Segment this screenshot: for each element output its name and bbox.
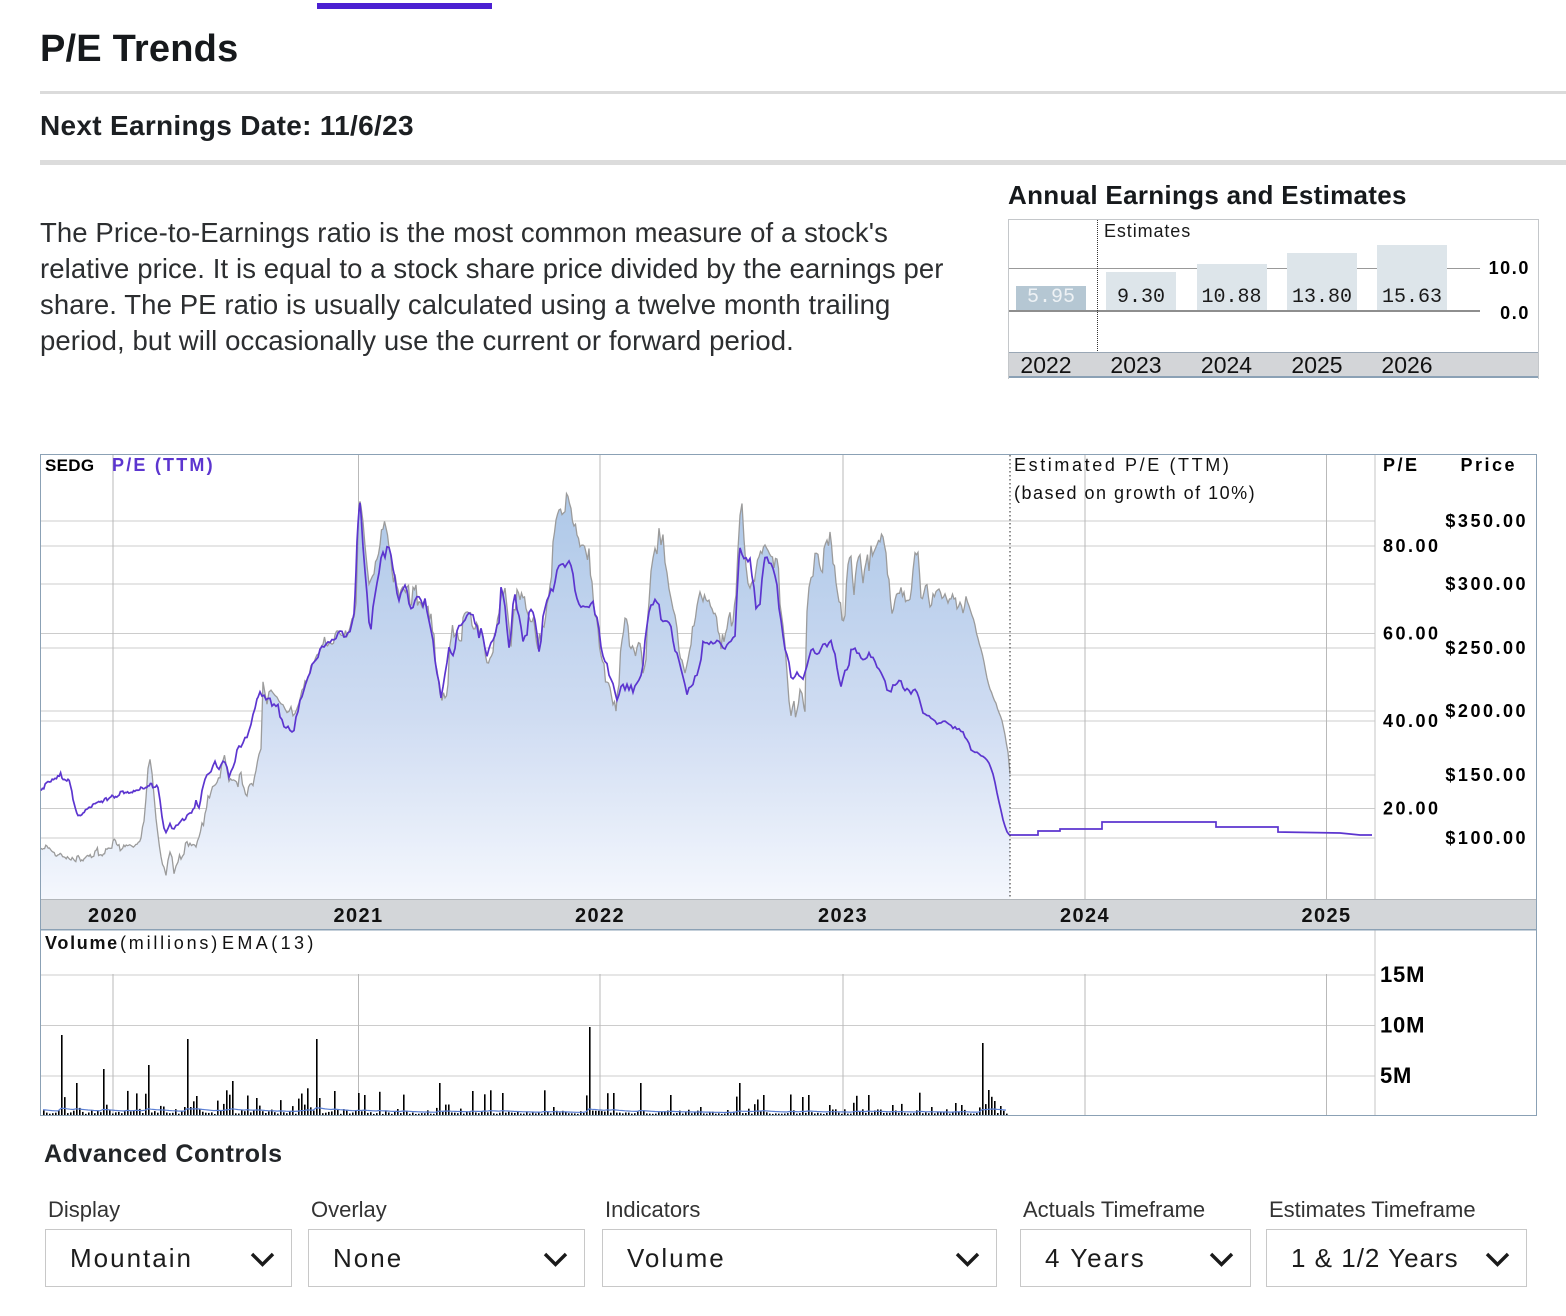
- svg-text:60.00: 60.00: [1383, 624, 1441, 644]
- svg-text:80.00: 80.00: [1383, 536, 1441, 556]
- svg-text:Estimated P/E (TTM): Estimated P/E (TTM): [1014, 455, 1231, 475]
- svg-text:20.00: 20.00: [1383, 799, 1441, 819]
- svg-text:2025: 2025: [1301, 905, 1351, 927]
- svg-text:EMA(13): EMA(13): [222, 933, 317, 953]
- svg-text:$150.00: $150.00: [1445, 765, 1528, 785]
- svg-text:10M: 10M: [1380, 1013, 1425, 1038]
- svg-text:2024: 2024: [1060, 905, 1110, 927]
- svg-text:P/E (TTM): P/E (TTM): [112, 455, 215, 475]
- svg-text:$200.00: $200.00: [1445, 701, 1528, 721]
- svg-text:40.00: 40.00: [1383, 711, 1441, 731]
- svg-text:(based on growth of 10%): (based on growth of 10%): [1014, 483, 1256, 503]
- svg-text:(millions): (millions): [120, 933, 220, 953]
- svg-text:2020: 2020: [88, 905, 138, 927]
- svg-text:Volume: Volume: [45, 933, 119, 953]
- svg-text:5M: 5M: [1380, 1063, 1412, 1088]
- svg-text:$350.00: $350.00: [1445, 511, 1528, 531]
- svg-text:Price: Price: [1460, 455, 1517, 475]
- svg-text:15M: 15M: [1380, 962, 1425, 987]
- svg-text:$250.00: $250.00: [1445, 638, 1528, 658]
- svg-text:2022: 2022: [575, 905, 625, 927]
- svg-text:P/E: P/E: [1383, 455, 1420, 475]
- svg-text:SEDG: SEDG: [45, 456, 94, 475]
- svg-text:$100.00: $100.00: [1445, 828, 1528, 848]
- svg-text:2021: 2021: [333, 905, 383, 927]
- svg-text:$300.00: $300.00: [1445, 574, 1528, 594]
- svg-text:2023: 2023: [818, 905, 868, 927]
